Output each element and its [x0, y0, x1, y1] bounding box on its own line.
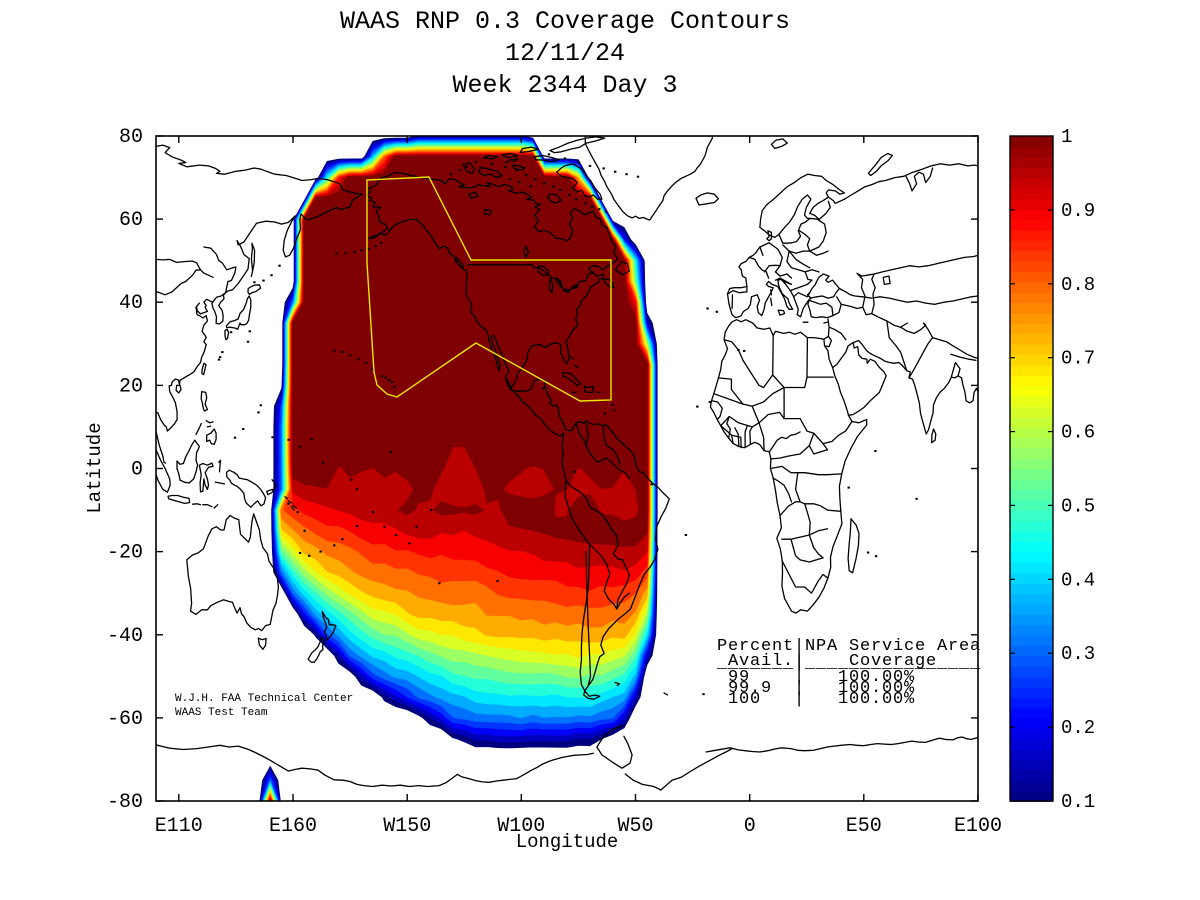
svg-text:40: 40 [119, 292, 143, 315]
svg-text:0: 0 [131, 459, 143, 482]
svg-text:-80: -80 [107, 791, 143, 814]
svg-text:0.7: 0.7 [1061, 348, 1095, 370]
svg-text:E100: E100 [954, 815, 1002, 838]
svg-text:Latitude: Latitude [84, 422, 106, 513]
svg-text:W.J.H. FAA Technical Center: W.J.H. FAA Technical Center [175, 693, 353, 705]
svg-text:WAAS RNP 0.3 Coverage Contours: WAAS RNP 0.3 Coverage Contours [340, 7, 790, 36]
svg-text:-20: -20 [107, 542, 143, 565]
svg-text:Longitude: Longitude [516, 831, 619, 853]
svg-text:-60: -60 [107, 708, 143, 731]
svg-text:-40: -40 [107, 625, 143, 648]
svg-text:0.1: 0.1 [1061, 791, 1095, 813]
svg-text:0.5: 0.5 [1061, 495, 1095, 517]
svg-text:0.2: 0.2 [1061, 717, 1095, 739]
svg-text:E110: E110 [155, 815, 203, 838]
svg-text:W150: W150 [383, 815, 431, 838]
svg-text:100 | 100.00%: 100 | 100.00% [717, 690, 915, 709]
svg-text:20: 20 [119, 375, 143, 398]
svg-text:0.9: 0.9 [1061, 200, 1095, 222]
svg-text:12/11/24: 12/11/24 [505, 39, 625, 68]
svg-text:60: 60 [119, 209, 143, 232]
svg-text:Percent|NPA Service Area: Percent|NPA Service Area [717, 637, 981, 656]
svg-text:99.9 | 100.00%: 99.9 | 100.00% [717, 679, 915, 698]
svg-text:Avail.| Coverage: Avail.| Coverage [717, 652, 937, 671]
svg-text:0.8: 0.8 [1061, 274, 1095, 296]
svg-text:E160: E160 [269, 815, 317, 838]
svg-text:0: 0 [744, 815, 756, 838]
svg-text:Week 2344 Day 3: Week 2344 Day 3 [452, 71, 677, 100]
svg-text:80: 80 [119, 126, 143, 149]
svg-text:99 | 100.00%: 99 | 100.00% [717, 668, 915, 687]
svg-text:1: 1 [1061, 126, 1072, 148]
svg-text:WAAS Test Team: WAAS Test Team [175, 707, 268, 719]
svg-text:_______|________________: _______|________________ [716, 654, 981, 673]
svg-text:0.3: 0.3 [1061, 643, 1095, 665]
svg-text:0.6: 0.6 [1061, 422, 1095, 444]
svg-text:W100: W100 [497, 815, 545, 838]
svg-text:E50: E50 [846, 815, 882, 838]
svg-text:0.4: 0.4 [1061, 569, 1095, 591]
svg-text:W50: W50 [617, 815, 653, 838]
